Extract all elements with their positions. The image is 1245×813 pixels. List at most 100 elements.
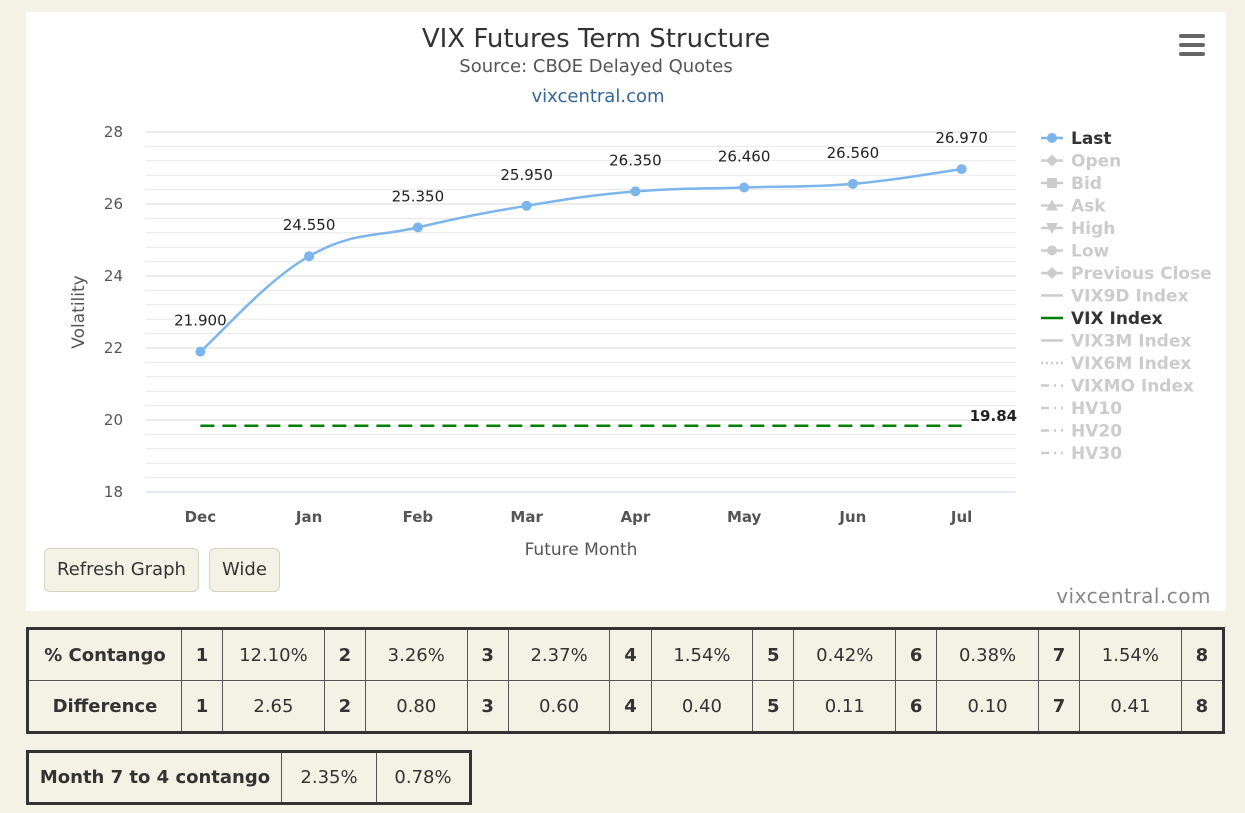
- legend-label: Open: [1071, 152, 1121, 172]
- legend-label: Low: [1071, 242, 1110, 262]
- legend-label: HV20: [1071, 422, 1122, 442]
- legend-label: VIX Index: [1071, 309, 1163, 329]
- legend-item[interactable]: High: [1041, 219, 1115, 239]
- menu-icon[interactable]: [1179, 34, 1205, 56]
- month-index: 1: [180, 680, 224, 733]
- month-index: 7: [1037, 680, 1081, 733]
- last-data-label: 26.560: [827, 144, 880, 162]
- month-contango-table: Month 7 to 4 contango 2.35% 0.78%: [26, 750, 472, 805]
- contango-row: Difference 1 2.65 2 0.80 3 0.60 4 0.40 5 0.11 6 0.10…: [27, 680, 1225, 733]
- refresh-graph-button[interactable]: Refresh Graph: [44, 548, 199, 592]
- month-index: 2: [323, 628, 366, 681]
- month-index: 4: [609, 680, 652, 733]
- last-series-line: [199, 167, 962, 353]
- legend-marker: [1046, 199, 1058, 211]
- y-axis-label: Volatility: [69, 275, 89, 348]
- contango-value: 1.54%: [650, 628, 754, 681]
- x-tick-label: Dec: [185, 508, 217, 526]
- x-axis-label: Future Month: [525, 540, 638, 560]
- legend-item[interactable]: Bid: [1041, 174, 1102, 194]
- contango-value: 0.10: [936, 680, 1039, 733]
- legend-marker: [1046, 223, 1058, 234]
- x-tick-label: Jan: [295, 508, 322, 526]
- x-tick-label: Jul: [950, 508, 972, 526]
- contango-value: 3.26%: [364, 628, 468, 681]
- legend-label: HV30: [1071, 444, 1122, 464]
- contango-value: 12.10%: [222, 628, 325, 681]
- last-series: 21.900 24.550 25.350 25.950 26.350 26.460 26.5…: [174, 129, 988, 357]
- legend-label: Previous Close: [1071, 264, 1212, 284]
- legend-label: Ask: [1071, 197, 1106, 217]
- last-point[interactable]: [521, 200, 532, 211]
- month-contango-label: Month 7 to 4 contango: [27, 751, 282, 804]
- legend-item[interactable]: Previous Close: [1041, 264, 1212, 284]
- chart-svg: VIX Futures Term Structure Source: CBOE …: [69, 24, 1212, 560]
- legend-item[interactable]: HV30: [1041, 444, 1122, 464]
- legend-item[interactable]: VIXMO Index: [1041, 377, 1194, 397]
- last-point[interactable]: [304, 251, 315, 262]
- x-tick-label: Feb: [403, 508, 434, 526]
- month-index: 6: [895, 628, 938, 681]
- month-index: 4: [609, 628, 652, 681]
- last-point[interactable]: [739, 182, 750, 193]
- last-point[interactable]: [195, 346, 206, 357]
- legend-item[interactable]: Ask: [1041, 197, 1106, 217]
- legend-item[interactable]: VIX Index: [1041, 309, 1163, 329]
- last-point[interactable]: [412, 222, 423, 233]
- month-index: 3: [466, 628, 509, 681]
- last-data-label: 25.350: [392, 187, 445, 205]
- contango-value: 0.40: [650, 680, 754, 733]
- y-tick-label: 22: [104, 339, 123, 357]
- chart-link[interactable]: vixcentral.com: [531, 86, 664, 107]
- legend-item[interactable]: Low: [1041, 242, 1110, 262]
- legend-item[interactable]: Last: [1041, 129, 1112, 149]
- legend-item[interactable]: VIX9D Index: [1041, 287, 1189, 307]
- legend-label: VIXMO Index: [1071, 377, 1194, 397]
- month-index: 3: [466, 680, 509, 733]
- legend-label: High: [1071, 219, 1115, 239]
- month-index: 6: [895, 680, 938, 733]
- legend-label: Last: [1071, 129, 1112, 149]
- x-tick-label: Jun: [838, 508, 866, 526]
- legend-marker: [1046, 154, 1058, 167]
- chart-subtitle: Source: CBOE Delayed Quotes: [459, 56, 732, 77]
- y-tick-label: 28: [104, 123, 123, 141]
- contango-value: 0.42%: [793, 628, 897, 681]
- month-index: 5: [752, 680, 795, 733]
- contango-value: 0.38%: [936, 628, 1039, 681]
- last-point[interactable]: [956, 164, 967, 175]
- contango-value: 0.11: [793, 680, 897, 733]
- legend-item[interactable]: VIX6M Index: [1041, 354, 1191, 374]
- x-ticks: Dec Jan Feb Mar Apr May Jun Jul: [185, 508, 973, 526]
- contango-row: % Contango 1 12.10% 2 3.26% 3 2.37% 4 1.54% 5 0.42…: [27, 628, 1225, 681]
- vix-index-label: 19.84: [970, 407, 1017, 425]
- last-data-label: 24.550: [283, 216, 336, 234]
- y-tick-label: 20: [104, 411, 123, 429]
- contango-value: 0.80: [364, 680, 468, 733]
- last-data-label: 25.950: [500, 166, 553, 184]
- x-tick-label: Apr: [621, 508, 651, 526]
- legend-label: VIX3M Index: [1071, 332, 1191, 352]
- month-index: 8: [1180, 680, 1225, 733]
- chart-panel: VIX Futures Term Structure Source: CBOE …: [26, 12, 1226, 611]
- legend-marker: [1047, 133, 1057, 143]
- legend-item[interactable]: HV20: [1041, 422, 1122, 442]
- month-index: 7: [1037, 628, 1081, 681]
- legend-item[interactable]: VIX3M Index: [1041, 332, 1191, 352]
- legend-label: VIX6M Index: [1071, 354, 1191, 374]
- legend-item[interactable]: HV10: [1041, 399, 1122, 419]
- legend-item[interactable]: Open: [1041, 152, 1121, 172]
- last-data-label: 26.460: [718, 147, 771, 165]
- y-tick-label: 26: [104, 195, 123, 213]
- last-data-label: 26.350: [609, 151, 662, 169]
- legend-label: HV10: [1071, 399, 1122, 419]
- month-index: 1: [180, 628, 224, 681]
- vix-index-series: 19.84: [200, 407, 1017, 428]
- contango-value: 0.41: [1079, 680, 1182, 733]
- last-point[interactable]: [630, 186, 641, 197]
- month-index: 5: [752, 628, 795, 681]
- last-point[interactable]: [847, 178, 858, 189]
- wide-button[interactable]: Wide: [209, 548, 280, 592]
- x-tick-label: Mar: [510, 508, 543, 526]
